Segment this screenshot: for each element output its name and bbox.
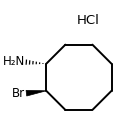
Text: H₂N: H₂N [3,55,25,68]
Text: Br: Br [12,87,25,100]
Polygon shape [26,90,46,96]
Text: HCl: HCl [77,14,100,27]
